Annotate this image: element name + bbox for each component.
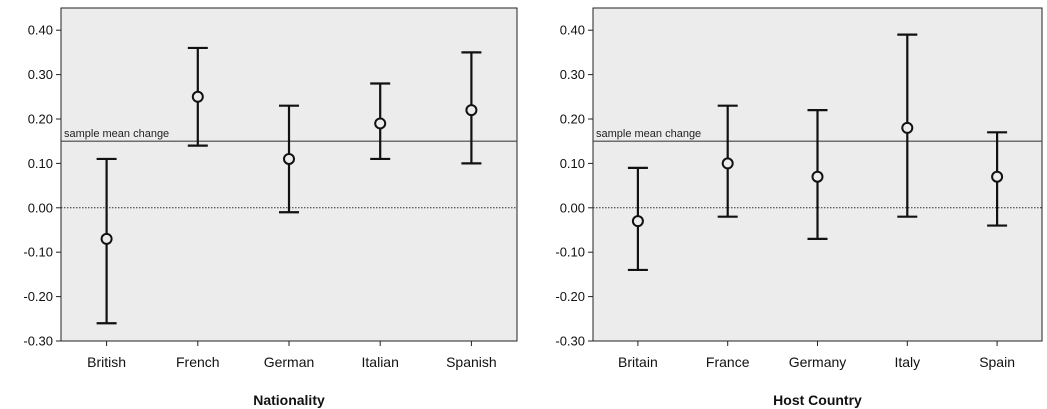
category-label: Italian [362, 354, 399, 370]
y-tick-label: -0.20 [555, 289, 585, 304]
y-tick-label: -0.10 [23, 245, 53, 260]
category-label: France [706, 354, 750, 370]
category-label: Britain [618, 354, 658, 370]
y-tick-label: 0.40 [28, 23, 53, 38]
x-axis-title: Nationality [253, 392, 325, 408]
category-label: Italy [894, 354, 920, 370]
category-label: Spain [979, 354, 1015, 370]
mean-point [991, 170, 1004, 183]
chart-panel-nationality: -0.30 -0.20 -0.10 0.00 0.10 0.20 0.30 0.40 sampl… [23, 7, 518, 408]
y-tick-label: 0.40 [560, 23, 585, 38]
mean-point [100, 232, 113, 245]
x-axis-title: Host Country [773, 392, 862, 408]
category-label: Spanish [446, 354, 497, 370]
category-label: French [176, 354, 220, 370]
mean-point [631, 215, 644, 228]
y-tick-label: 0.00 [560, 200, 585, 215]
y-tick-label: -0.30 [555, 334, 585, 349]
mean-point [465, 104, 478, 117]
y-tick-label: 0.10 [560, 156, 585, 171]
category-label: German [264, 354, 315, 370]
y-tick-label: 0.30 [560, 67, 585, 82]
category-label: British [87, 354, 126, 370]
mean-point [191, 90, 204, 103]
mean-point [901, 121, 914, 134]
mean-point [721, 157, 734, 170]
y-tick-label: -0.10 [555, 245, 585, 260]
y-tick-label: -0.20 [23, 289, 53, 304]
y-tick-label: 0.00 [28, 200, 53, 215]
mean-point [811, 170, 824, 183]
category-label: Germany [789, 354, 847, 370]
y-tick-label: 0.20 [28, 112, 53, 127]
y-tick-label: 0.20 [560, 112, 585, 127]
y-tick-label: -0.30 [23, 334, 53, 349]
mean-point [374, 117, 387, 130]
reference-line-label: sample mean change [596, 128, 701, 140]
y-tick-label: 0.10 [28, 156, 53, 171]
reference-line-label: sample mean change [64, 128, 169, 140]
mean-point [283, 152, 295, 165]
chart-panel-host-country: -0.30 -0.20 -0.10 0.00 0.10 0.20 0.30 0.40 sampl… [555, 7, 1043, 408]
y-tick-label: 0.30 [28, 67, 53, 82]
